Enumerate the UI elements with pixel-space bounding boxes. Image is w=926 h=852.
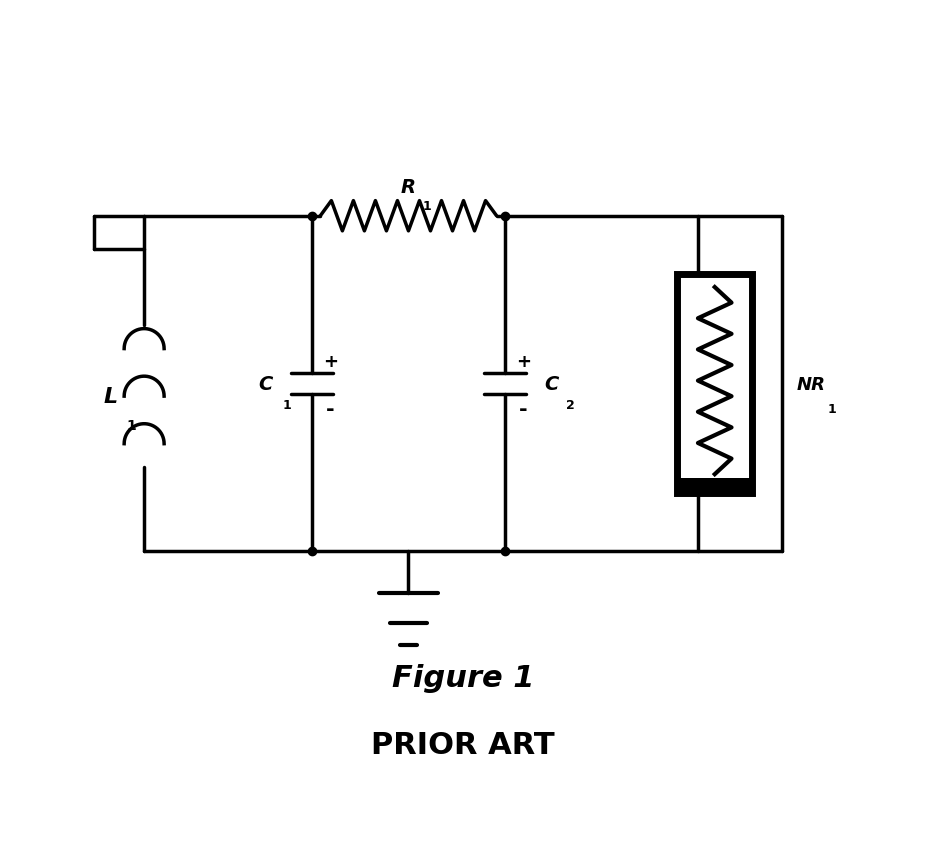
Text: R: R bbox=[401, 178, 416, 197]
Text: C: C bbox=[544, 375, 558, 394]
Text: PRIOR ART: PRIOR ART bbox=[371, 730, 555, 759]
Text: Figure 1: Figure 1 bbox=[392, 663, 534, 692]
Text: 1: 1 bbox=[422, 200, 432, 213]
Text: +: + bbox=[516, 353, 531, 371]
Bar bbox=[677, 275, 753, 493]
Text: 1: 1 bbox=[828, 403, 837, 416]
Text: -: - bbox=[326, 400, 334, 419]
Text: 1: 1 bbox=[127, 419, 136, 433]
Text: NR: NR bbox=[797, 375, 826, 393]
Text: 2: 2 bbox=[566, 399, 575, 412]
Text: C: C bbox=[258, 375, 273, 394]
Text: -: - bbox=[519, 400, 528, 419]
Text: +: + bbox=[323, 353, 338, 371]
Text: L: L bbox=[104, 387, 118, 406]
Bar bbox=[677, 478, 753, 493]
Text: 1: 1 bbox=[282, 399, 291, 412]
